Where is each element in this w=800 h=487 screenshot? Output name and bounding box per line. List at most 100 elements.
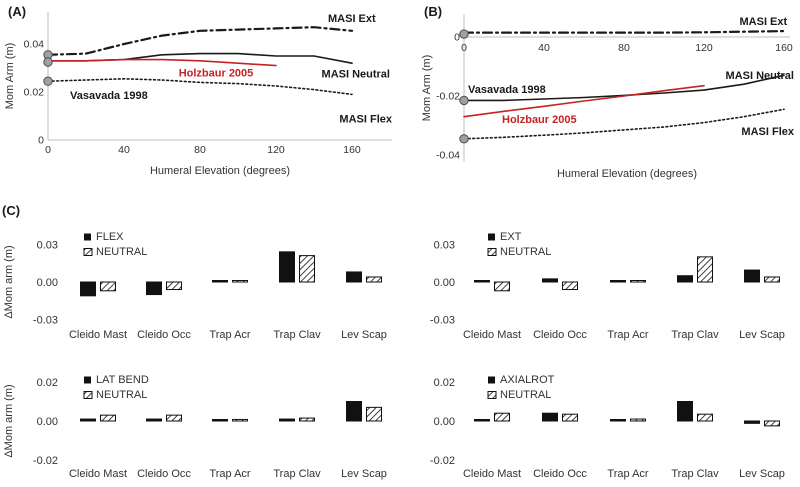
y-tick-label: 0.02	[434, 377, 455, 389]
legend-swatch-hatch	[83, 248, 93, 256]
y-tick-label: -0.02	[436, 91, 460, 103]
x-tick-label: 120	[695, 42, 713, 54]
bar-lat-bend-trap-acr	[212, 419, 228, 422]
series-line-masi-ext	[46, 26, 354, 56]
y-tick-label: 0.03	[434, 239, 455, 251]
category-label: Lev Scap	[341, 468, 387, 480]
category-label: Cleido Occ	[533, 468, 587, 480]
series-line-masi-neutral	[47, 52, 353, 64]
bar-neutral-lev-scap	[764, 276, 780, 283]
series-label: MASI Flex	[741, 126, 794, 138]
panel-c-bar-chart-latbend: 0.02 0.00 -0.02 ΔMom arm (m) LAT BEND NEUTRAL…	[0, 344, 400, 487]
category-label: Cleido Mast	[69, 329, 127, 341]
category-label: Lev Scap	[739, 329, 785, 341]
y-tick-label: 0.03	[37, 239, 58, 251]
line-chart-svg-A: 0 40 80 120 160 0 0.02 0.04 Humeral Elevation (d…	[4, 12, 393, 177]
bar-flex-trap-acr	[212, 280, 228, 283]
bar-neutral-trap-clav	[299, 255, 315, 283]
category-label: Lev Scap	[341, 329, 387, 341]
start-marker	[459, 95, 469, 106]
legend-swatch-hatch	[487, 248, 497, 256]
x-tick-label: 0	[45, 144, 51, 156]
bar-neutral-trap-acr	[232, 418, 248, 422]
legend-swatch-solid	[488, 376, 495, 384]
start-marker	[43, 57, 53, 67]
category-label: Trap Acr	[209, 468, 250, 480]
y-tick-label: 0	[38, 135, 44, 147]
bar-flex-trap-clav	[279, 251, 295, 283]
panel-a-line-chart: 0 40 80 120 160 0 0.02 0.04 Humeral Elevation (d…	[0, 0, 400, 195]
bar-neutral-cleido-occ	[166, 414, 182, 422]
bar-axialrot-cleido-mast	[474, 419, 490, 422]
bar-chart-svg-C2: 0.03 0.00 -0.03 EXT NEUTRAL Cleido Mast Cleido…	[430, 231, 785, 341]
series-line-holzbaur-2005	[47, 58, 277, 67]
start-marker	[459, 134, 469, 144]
panel-b-label: (B)	[424, 4, 443, 19]
bar-neutral-cleido-mast	[494, 412, 510, 422]
y-tick-label: -0.03	[430, 315, 455, 327]
x-tick-label: 40	[118, 144, 130, 156]
y-tick-label: -0.02	[430, 455, 455, 467]
bar-neutral-cleido-mast	[494, 281, 510, 292]
series-label: Holzbaur 2005	[502, 114, 577, 126]
bar-lat-bend-cleido-occ	[146, 418, 162, 422]
series-line-masi-flex	[47, 78, 353, 96]
y-tick-label: 0	[454, 32, 460, 44]
bar-lat-bend-cleido-mast	[80, 418, 96, 422]
bar-neutral-trap-clav	[697, 256, 713, 283]
y-axis-title: ΔMom arm (m)	[3, 384, 15, 457]
legend-label: NEUTRAL	[96, 246, 147, 258]
bar-ext-lev-scap	[744, 269, 760, 283]
legend-label: LAT BEND	[96, 374, 149, 386]
bar-neutral-cleido-occ	[562, 413, 578, 422]
legend-label: NEUTRAL	[500, 246, 551, 258]
legend-label: FLEX	[96, 231, 124, 243]
line-chart-svg-B: 0 40 80 120 160 0 -0.02 -0.04 Humeral Elevation …	[421, 14, 795, 180]
bar-neutral-cleido-occ	[562, 281, 578, 291]
category-label: Lev Scap	[739, 468, 785, 480]
legend-label: NEUTRAL	[500, 389, 551, 401]
series-label: Vasavada 1998	[70, 90, 148, 102]
y-axis-title: ΔMom arm (m)	[3, 245, 15, 318]
category-label: Cleido Mast	[463, 329, 521, 341]
panel-a-label: (A)	[8, 4, 27, 19]
y-tick-label: 0.02	[37, 377, 58, 389]
bar-lat-bend-trap-clav	[279, 418, 295, 422]
panel-c-bar-chart-ext: 0.03 0.00 -0.03 EXT NEUTRAL Cleido Mast Cleido…	[400, 200, 800, 343]
series-line-holzbaur-2005	[463, 84, 705, 118]
panel-c-bar-chart-flex: 0.03 0.00 -0.03 ΔMom arm (m) FLEX NEUTRAL Clei…	[0, 200, 400, 343]
bar-neutral-lev-scap	[366, 276, 382, 283]
legend-swatch-solid	[84, 233, 91, 241]
bar-neutral-trap-clav	[299, 417, 315, 422]
category-label: Trap Clav	[273, 329, 321, 341]
category-label: Cleido Occ	[533, 329, 587, 341]
bar-neutral-trap-clav	[697, 413, 713, 422]
bar-ext-cleido-mast	[474, 280, 490, 283]
category-label: Cleido Mast	[463, 468, 521, 480]
bar-axialrot-trap-clav	[677, 401, 693, 422]
y-tick-label: 0.00	[434, 416, 455, 428]
series-label: MASI Ext	[328, 13, 376, 25]
category-label: Trap Clav	[671, 468, 719, 480]
series-line-masi-flex	[463, 108, 785, 140]
x-tick-label: 0	[461, 42, 467, 54]
bar-axialrot-cleido-occ	[542, 412, 558, 422]
category-label: Cleido Occ	[137, 468, 191, 480]
series-label: Holzbaur 2005	[179, 67, 254, 79]
series-label: MASI Neutral	[726, 70, 794, 82]
bar-neutral-trap-acr	[630, 280, 646, 283]
category-label: Trap Acr	[607, 468, 648, 480]
y-axis-title: Mom Arm (m)	[4, 43, 16, 110]
legend-swatch-solid	[488, 233, 495, 241]
y-tick-label: -0.03	[33, 315, 58, 327]
y-tick-label: 0.02	[24, 87, 45, 99]
legend-swatch-solid	[84, 376, 91, 384]
category-label: Trap Acr	[209, 329, 250, 341]
bar-axialrot-lev-scap	[744, 420, 760, 424]
x-tick-label: 80	[194, 144, 206, 156]
bar-flex-lev-scap	[346, 271, 362, 283]
x-tick-label: 160	[343, 144, 361, 156]
category-label: Trap Clav	[273, 468, 321, 480]
series-label: MASI Flex	[339, 113, 392, 125]
